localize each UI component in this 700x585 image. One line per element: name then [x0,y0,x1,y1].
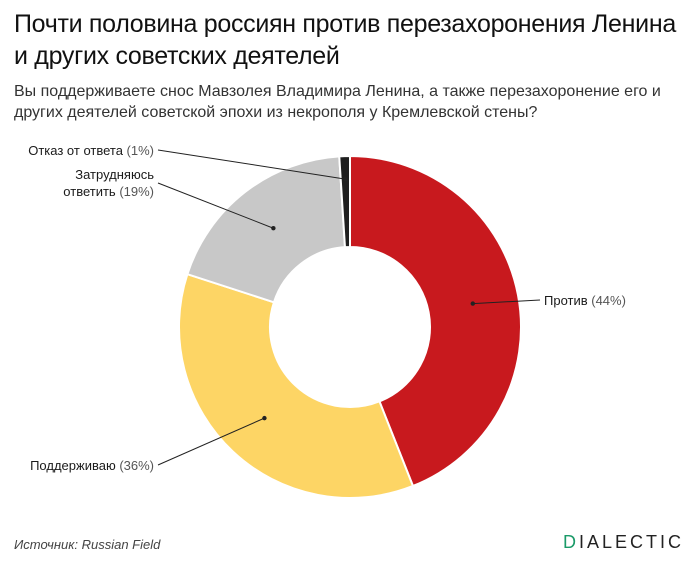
slice-label-3: Отказ от ответа (1%) [28,143,154,158]
leader-dot-2 [271,226,276,231]
leader-dot-0 [470,301,475,306]
source-note: Источник: Russian Field [14,537,161,552]
chart-title: Почти половина россиян против перезахоро… [14,10,676,70]
leader-line-1 [157,417,265,466]
slice-value-3: (1%) [123,143,154,158]
leader-dot-1 [262,415,267,421]
donut-slice-0 [349,154,522,488]
chart-subtitle: Вы поддерживаете снос Мавзолея Владимира… [14,83,661,121]
leader-line-2 [157,182,274,229]
leader-dot-3 [343,176,348,182]
slice-label-0: Против (44%) [544,293,626,308]
slice-value-0: (44%) [588,293,626,308]
donut-slice-1 [178,272,415,499]
leader-line-3 [157,149,346,180]
brand-logo-text: IALECTIC [578,532,684,552]
donut-slice-2 [186,155,347,304]
slice-label-1: Поддерживаю (36%) [30,458,154,473]
slice-label-2-line-1: ответить (19%) [63,184,154,199]
brand-logo: DIALECTIC [563,532,684,553]
slice-value-2: (19%) [116,184,154,199]
slice-label-2-line-0: Затрудняюсь [75,167,154,182]
leader-line-0 [472,299,541,305]
brand-logo-accent: D [562,532,579,552]
slice-value-1: (36%) [116,458,154,473]
